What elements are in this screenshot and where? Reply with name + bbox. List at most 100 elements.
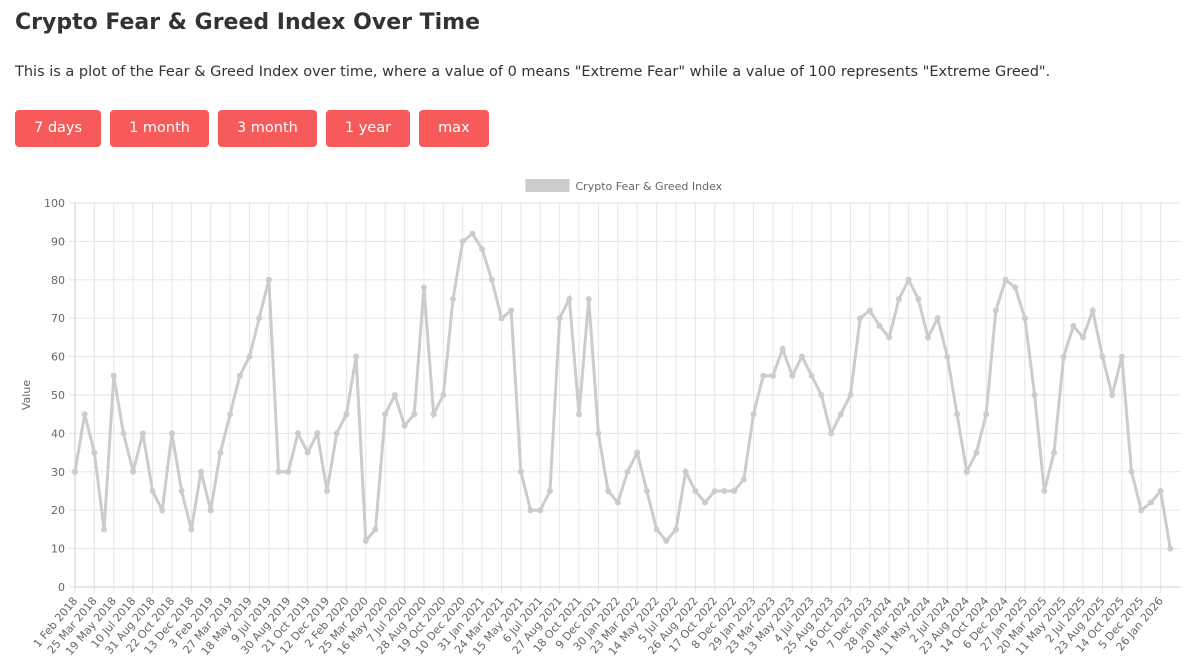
data-point xyxy=(236,372,243,379)
data-point xyxy=(1167,545,1174,552)
description: This is a plot of the Fear & Greed Index… xyxy=(15,64,1051,80)
data-point xyxy=(818,392,825,398)
data-point xyxy=(256,315,263,322)
data-point xyxy=(1060,353,1067,360)
data-point xyxy=(391,392,398,398)
data-point xyxy=(605,488,612,494)
data-point xyxy=(760,372,767,379)
range-button[interactable]: 3 month xyxy=(217,110,317,147)
data-point xyxy=(973,449,980,456)
data-point xyxy=(198,468,205,475)
data-point xyxy=(440,392,447,398)
data-point xyxy=(275,468,282,475)
data-point xyxy=(1070,322,1077,329)
data-point xyxy=(459,238,466,245)
y-axis-label: Value xyxy=(20,380,33,410)
data-point xyxy=(934,315,941,322)
legend-swatch xyxy=(525,179,570,192)
series-line xyxy=(73,231,1172,549)
data-point xyxy=(556,315,563,322)
data-point xyxy=(808,372,815,379)
data-point xyxy=(866,307,873,314)
data-point xyxy=(1041,488,1048,494)
data-point xyxy=(595,430,602,437)
data-point xyxy=(1147,499,1154,506)
data-point xyxy=(401,422,408,429)
data-point xyxy=(498,315,505,322)
data-point xyxy=(711,488,718,494)
data-point xyxy=(450,296,457,302)
data-point xyxy=(779,345,786,352)
data-point xyxy=(294,430,301,437)
data-point xyxy=(265,276,272,283)
data-point xyxy=(333,430,340,437)
page-title: Crypto Fear & Greed Index Over Time xyxy=(15,10,481,35)
data-point xyxy=(1138,507,1145,514)
data-point xyxy=(314,430,321,437)
data-point xyxy=(634,449,641,456)
data-point xyxy=(285,468,292,475)
data-point xyxy=(411,411,418,418)
data-point xyxy=(750,411,757,418)
data-point xyxy=(130,468,137,475)
range-button[interactable]: 7 days xyxy=(15,110,102,147)
data-point xyxy=(1002,276,1009,283)
data-point xyxy=(1089,307,1096,314)
data-point xyxy=(566,296,573,302)
range-button[interactable]: 1 year xyxy=(325,110,411,147)
data-point xyxy=(430,411,437,418)
data-point xyxy=(110,372,117,379)
data-point xyxy=(1050,449,1057,456)
y-tick-label: 100 xyxy=(44,197,65,210)
data-point xyxy=(585,296,592,302)
data-point xyxy=(857,315,864,322)
data-point xyxy=(343,411,350,418)
data-point xyxy=(876,322,883,329)
data-point xyxy=(1080,334,1087,341)
data-point xyxy=(915,296,922,302)
data-point xyxy=(546,488,553,494)
data-point xyxy=(1021,315,1028,322)
data-point xyxy=(1031,392,1038,398)
y-tick-label: 10 xyxy=(51,543,65,556)
data-point xyxy=(517,468,524,475)
data-point xyxy=(992,307,999,314)
range-button[interactable]: max xyxy=(419,110,489,147)
data-point xyxy=(643,488,650,494)
range-button[interactable]: 1 month xyxy=(110,110,209,147)
data-point xyxy=(983,411,990,418)
data-point xyxy=(692,488,699,494)
data-point xyxy=(1128,468,1135,475)
data-point xyxy=(508,307,515,314)
data-point xyxy=(721,488,728,494)
data-point xyxy=(101,526,108,533)
data-point xyxy=(614,499,621,506)
data-point xyxy=(362,537,369,544)
data-point xyxy=(304,449,311,456)
data-point xyxy=(527,507,534,514)
data-point xyxy=(217,449,224,456)
data-point xyxy=(324,488,331,494)
data-point xyxy=(72,468,78,475)
data-point xyxy=(1012,284,1019,291)
data-point xyxy=(798,353,805,360)
data-point xyxy=(139,430,146,437)
data-point xyxy=(488,276,495,283)
data-point xyxy=(120,430,127,437)
data-point xyxy=(837,411,844,418)
y-tick-label: 50 xyxy=(51,389,65,402)
y-tick-label: 90 xyxy=(51,235,65,248)
data-point xyxy=(1118,353,1125,360)
data-point xyxy=(382,411,389,418)
data-point xyxy=(576,411,583,418)
y-tick-label: 40 xyxy=(51,427,65,440)
data-point xyxy=(769,372,776,379)
data-point xyxy=(1157,488,1164,494)
data-point xyxy=(682,468,689,475)
data-point xyxy=(372,526,379,533)
data-point xyxy=(1109,392,1116,398)
data-point xyxy=(81,411,88,418)
y-tick-label: 60 xyxy=(51,351,65,364)
data-point xyxy=(537,507,544,514)
